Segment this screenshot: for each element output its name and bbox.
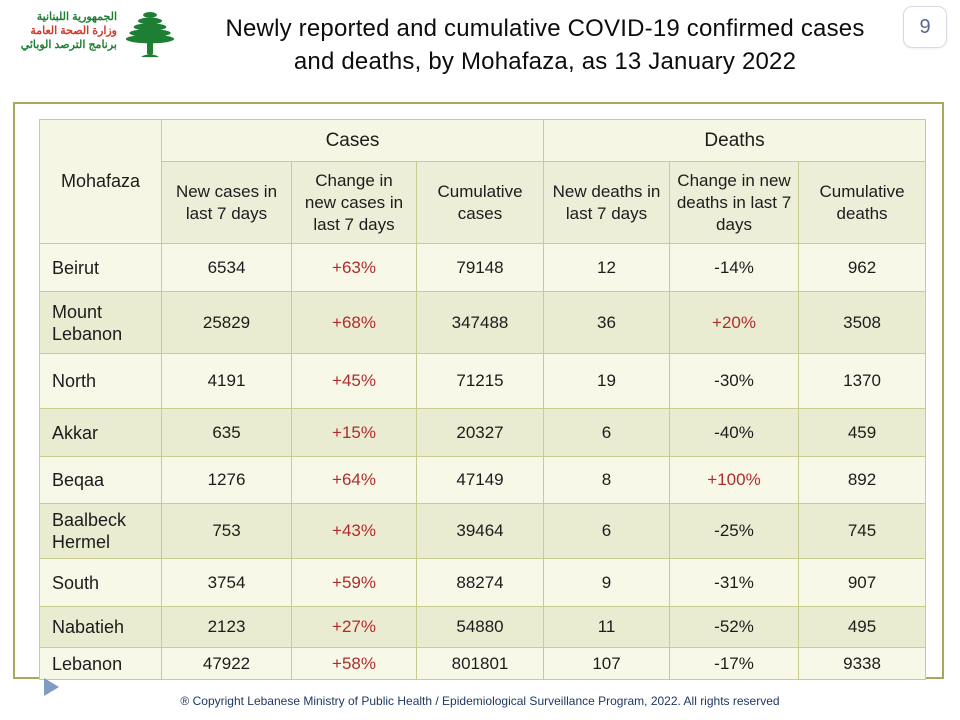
bullet-arrow-icon bbox=[44, 678, 59, 696]
cumulative-deaths-cell: 3508 bbox=[798, 291, 927, 354]
cumulative-deaths-cell: 9338 bbox=[798, 647, 927, 680]
change-cases-cell: +68% bbox=[291, 291, 417, 354]
header-group-cases: Cases bbox=[160, 119, 545, 162]
new-cases-cell: 2123 bbox=[161, 606, 292, 648]
new-cases-cell: 47922 bbox=[161, 647, 292, 680]
row-name: Lebanon bbox=[39, 647, 162, 680]
copyright-footer: ® Copyright Lebanese Ministry of Public … bbox=[180, 694, 780, 708]
change-deaths-cell: -52% bbox=[669, 606, 800, 648]
new-deaths-cell: 9 bbox=[543, 558, 671, 607]
table-row-beqaa: Beqaa 1276 +64% 47149 8 +100% 892 bbox=[39, 456, 927, 504]
row-name: Akkar bbox=[39, 408, 162, 457]
new-cases-cell: 635 bbox=[161, 408, 292, 457]
header-mohafaza: Mohafaza bbox=[39, 119, 162, 244]
cumulative-deaths-cell: 892 bbox=[798, 456, 927, 504]
cumulative-deaths-cell: 459 bbox=[798, 408, 927, 457]
new-cases-cell: 1276 bbox=[161, 456, 292, 504]
cumulative-cases-cell: 39464 bbox=[415, 503, 545, 559]
change-deaths-cell: -17% bbox=[669, 647, 800, 680]
cumulative-cases-cell: 347488 bbox=[415, 291, 545, 354]
covid-mohafaza-table: Mohafaza Cases Deaths New cases in last … bbox=[39, 119, 927, 680]
table-row-nabatieh: Nabatieh 2123 +27% 54880 11 -52% 495 bbox=[39, 606, 927, 648]
change-deaths-cell: -30% bbox=[669, 353, 800, 409]
header-new-cases: New cases in last 7 days bbox=[161, 161, 292, 244]
header-cumulative-deaths: Cumulative deaths bbox=[798, 161, 927, 244]
row-name: Beqaa bbox=[39, 456, 162, 504]
cumulative-cases-cell: 71215 bbox=[415, 353, 545, 409]
change-deaths-cell: -40% bbox=[669, 408, 800, 457]
table-row-south: South 3754 +59% 88274 9 -31% 907 bbox=[39, 558, 927, 607]
change-deaths-cell: -14% bbox=[669, 243, 800, 292]
new-deaths-cell: 6 bbox=[543, 503, 671, 559]
header-change-new-deaths: Change in new deaths in last 7 days bbox=[669, 161, 800, 244]
new-deaths-cell: 12 bbox=[543, 243, 671, 292]
new-deaths-cell: 36 bbox=[543, 291, 671, 354]
table-frame: Mohafaza Cases Deaths New cases in last … bbox=[13, 102, 944, 680]
logo-line-republic: الجمهورية اللبنانية bbox=[36, 11, 117, 23]
row-name: Baalbeck Hermel bbox=[39, 503, 162, 559]
change-deaths-cell: +100% bbox=[669, 456, 800, 504]
cumulative-cases-cell: 54880 bbox=[415, 606, 545, 648]
table-row-beirut: Beirut 6534 +63% 79148 12 -14% 962 bbox=[39, 243, 927, 292]
cumulative-deaths-cell: 907 bbox=[798, 558, 927, 607]
table-row-akkar: Akkar 635 +15% 20327 6 -40% 459 bbox=[39, 408, 927, 457]
cumulative-deaths-cell: 745 bbox=[798, 503, 927, 559]
cumulative-deaths-cell: 495 bbox=[798, 606, 927, 648]
cumulative-cases-cell: 20327 bbox=[415, 408, 545, 457]
change-deaths-cell: -25% bbox=[669, 503, 800, 559]
new-deaths-cell: 19 bbox=[543, 353, 671, 409]
page-title-line1: Newly reported and cumulative COVID-19 c… bbox=[225, 15, 865, 42]
row-name: North bbox=[39, 353, 162, 409]
change-deaths-cell: -31% bbox=[669, 558, 800, 607]
ministry-logo-text: الجمهورية اللبنانية وزارة الصحة العامة ب… bbox=[15, 10, 117, 52]
new-cases-cell: 6534 bbox=[161, 243, 292, 292]
cumulative-cases-cell: 88274 bbox=[415, 558, 545, 607]
change-cases-cell: +27% bbox=[291, 606, 417, 648]
cumulative-deaths-cell: 1370 bbox=[798, 353, 927, 409]
logo-line-ministry: وزارة الصحة العامة bbox=[30, 25, 117, 37]
change-cases-cell: +43% bbox=[291, 503, 417, 559]
change-cases-cell: +64% bbox=[291, 456, 417, 504]
cumulative-cases-cell: 79148 bbox=[415, 243, 545, 292]
header-change-new-cases: Change in new cases in last 7 days bbox=[291, 161, 417, 244]
new-cases-cell: 4191 bbox=[161, 353, 292, 409]
page-number: 9 bbox=[919, 15, 931, 38]
new-cases-cell: 25829 bbox=[161, 291, 292, 354]
header-group-deaths: Deaths bbox=[543, 119, 927, 162]
header-sub-row: New cases in last 7 days Change in new c… bbox=[40, 161, 927, 244]
new-deaths-cell: 8 bbox=[543, 456, 671, 504]
row-name: Nabatieh bbox=[39, 606, 162, 648]
new-deaths-cell: 107 bbox=[543, 647, 671, 680]
row-name: Beirut bbox=[39, 243, 162, 292]
cumulative-cases-cell: 47149 bbox=[415, 456, 545, 504]
ministry-logo: الجمهورية اللبنانية وزارة الصحة العامة ب… bbox=[15, 8, 177, 58]
cumulative-deaths-cell: 962 bbox=[798, 243, 927, 292]
page-number-badge: 9 bbox=[903, 6, 947, 48]
page-title-line2: and deaths, by Mohafaza, as 13 January 2… bbox=[293, 48, 797, 75]
header-group-row: Mohafaza Cases Deaths bbox=[39, 119, 927, 244]
header-cumulative-cases: Cumulative cases bbox=[415, 161, 545, 244]
table-row-baalbeck-hermel: Baalbeck Hermel 753 +43% 39464 6 -25% 74… bbox=[39, 503, 927, 559]
change-cases-cell: +59% bbox=[291, 558, 417, 607]
logo-line-program: برنامج الترصد الوبائي bbox=[20, 39, 117, 51]
header-new-deaths: New deaths in last 7 days bbox=[543, 161, 671, 244]
new-deaths-cell: 6 bbox=[543, 408, 671, 457]
page-title: Newly reported and cumulative COVID-19 c… bbox=[190, 12, 900, 78]
table-row-lebanon-total: Lebanon 47922 +58% 801801 107 -17% 9338 bbox=[39, 647, 927, 680]
cedar-tree-icon bbox=[125, 11, 175, 58]
new-cases-cell: 3754 bbox=[161, 558, 292, 607]
table-row-north: North 4191 +45% 71215 19 -30% 1370 bbox=[39, 353, 927, 409]
new-cases-cell: 753 bbox=[161, 503, 292, 559]
row-name: Mount Lebanon bbox=[39, 291, 162, 354]
change-deaths-cell: +20% bbox=[669, 291, 800, 354]
change-cases-cell: +15% bbox=[291, 408, 417, 457]
change-cases-cell: +58% bbox=[291, 647, 417, 680]
cumulative-cases-cell: 801801 bbox=[415, 647, 545, 680]
table-row-mount-lebanon: Mount Lebanon 25829 +68% 347488 36 +20% … bbox=[39, 291, 927, 354]
change-cases-cell: +45% bbox=[291, 353, 417, 409]
row-name: South bbox=[39, 558, 162, 607]
new-deaths-cell: 11 bbox=[543, 606, 671, 648]
change-cases-cell: +63% bbox=[291, 243, 417, 292]
